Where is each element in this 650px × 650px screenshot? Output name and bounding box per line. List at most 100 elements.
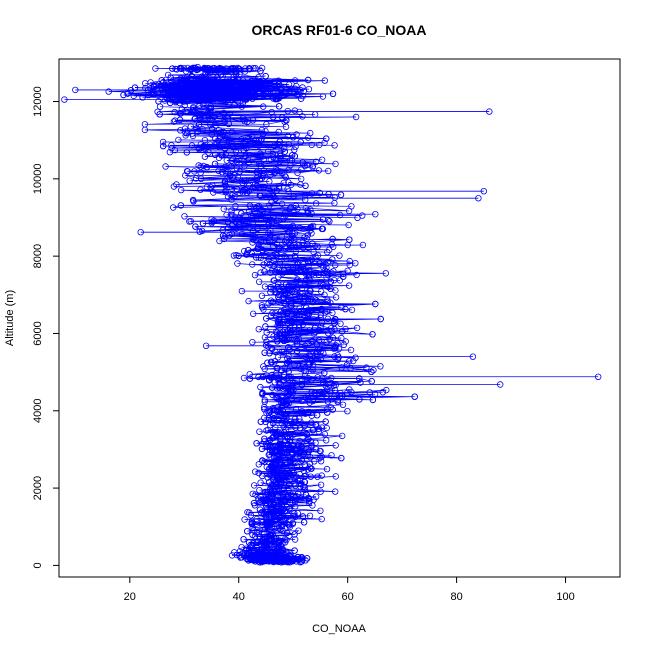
data-point	[253, 254, 260, 261]
data-point	[196, 111, 204, 119]
data-point	[184, 95, 191, 102]
data-point	[292, 254, 299, 261]
data-point	[250, 499, 258, 507]
data-point	[345, 282, 353, 289]
data-point	[270, 558, 278, 565]
data-point	[251, 468, 259, 475]
data-point	[469, 353, 477, 360]
data-point	[324, 298, 331, 305]
data-point	[298, 408, 306, 415]
data-point	[224, 193, 232, 200]
data-point	[225, 100, 232, 108]
data-point	[230, 155, 237, 163]
data-point	[247, 137, 254, 144]
data-point	[338, 334, 345, 342]
data-point	[229, 191, 236, 199]
data-point	[285, 166, 292, 174]
data-point	[329, 334, 337, 341]
data-point	[169, 204, 177, 211]
data-point	[289, 134, 297, 141]
data-point	[305, 448, 312, 455]
data-point	[267, 171, 274, 179]
data-point	[188, 72, 195, 80]
data-point	[292, 503, 299, 510]
data-point	[196, 228, 203, 235]
data-point	[176, 79, 183, 87]
data-point	[196, 114, 203, 122]
data-point	[235, 252, 242, 260]
data-point	[305, 85, 313, 93]
data-point	[275, 217, 282, 224]
data-point	[296, 224, 303, 232]
data-point	[331, 386, 339, 394]
data-point	[292, 482, 299, 489]
data-point	[312, 158, 320, 165]
data-point	[323, 392, 330, 400]
data-point	[220, 128, 227, 136]
chart-title: ORCAS RF01-6 CO_NOAA	[251, 22, 426, 38]
data-point	[278, 522, 286, 530]
data-point	[223, 211, 230, 219]
data-point	[228, 207, 235, 214]
data-point	[273, 187, 280, 194]
data-point	[350, 357, 357, 365]
data-point	[261, 349, 268, 356]
data-point	[228, 230, 236, 237]
data-point	[321, 369, 328, 377]
data-point	[270, 262, 277, 270]
data-point	[246, 202, 254, 209]
data-point	[293, 91, 301, 99]
data-point	[265, 409, 272, 416]
data-point	[245, 182, 253, 190]
data-point	[232, 81, 239, 89]
data-point	[308, 256, 316, 263]
data-point	[211, 160, 219, 168]
data-point	[206, 121, 214, 128]
data-point	[238, 544, 245, 551]
data-point	[293, 462, 301, 469]
data-point	[352, 354, 359, 361]
data-point	[218, 168, 226, 176]
data-point	[290, 386, 297, 394]
data-point	[278, 544, 285, 551]
data-point	[192, 223, 199, 230]
data-point	[317, 388, 325, 396]
data-point	[276, 385, 283, 392]
data-point	[255, 142, 262, 149]
data-point	[209, 182, 216, 189]
data-point	[260, 155, 268, 163]
data-point	[298, 558, 305, 565]
data-point	[260, 172, 267, 180]
data-point	[279, 270, 286, 277]
data-point	[173, 181, 180, 188]
data-point	[281, 266, 288, 274]
data-point	[332, 294, 340, 301]
data-point	[283, 548, 290, 556]
data-point	[291, 547, 298, 554]
data-point	[332, 316, 339, 323]
data-point	[215, 137, 222, 145]
data-point	[251, 180, 259, 188]
data-point	[257, 238, 265, 245]
data-point	[265, 148, 272, 155]
data-point	[130, 92, 137, 100]
data-point	[261, 406, 268, 413]
data-point	[304, 395, 312, 403]
y-tick-label: 4000	[32, 399, 44, 423]
data-point	[337, 320, 344, 327]
data-point	[213, 74, 221, 81]
data-point	[230, 159, 237, 166]
data-point	[225, 224, 232, 232]
data-point	[332, 342, 340, 349]
data-point	[328, 269, 335, 276]
data-point	[272, 517, 279, 524]
data-point	[287, 205, 294, 212]
data-point	[284, 355, 291, 362]
data-point	[326, 336, 333, 343]
data-point	[329, 235, 336, 243]
data-point	[233, 225, 240, 232]
data-point	[345, 207, 353, 215]
data-point	[172, 89, 179, 96]
data-point	[242, 152, 249, 160]
data-point	[286, 329, 293, 336]
